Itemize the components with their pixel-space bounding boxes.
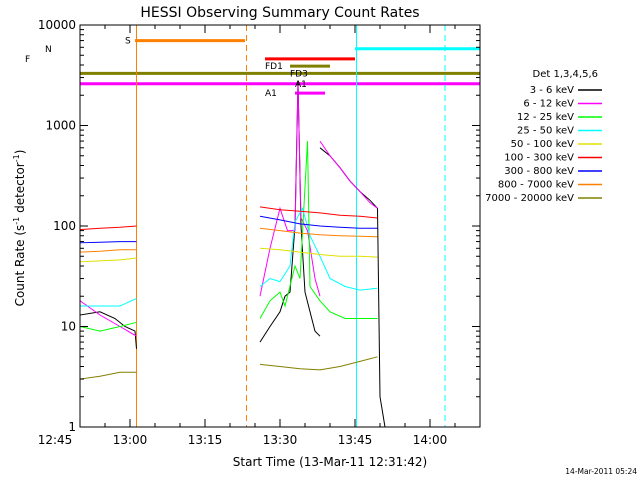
flag-label-a1-6: A1 <box>265 89 277 99</box>
legend-label-50-100-kev: 50 - 100 keV <box>511 139 575 150</box>
series-25-50-kev-segment-1 <box>259 206 378 291</box>
y-tick-label: 10000 <box>38 18 76 32</box>
flag-label-n-0: N <box>45 45 52 55</box>
legend-label-25-50-kev: 25 - 50 keV <box>517 126 574 137</box>
y-axis-label-part2: detector <box>13 162 27 217</box>
legend-label-6-12-kev: 6 - 12 keV <box>523 99 574 110</box>
series-6-12-kev-segment-2 <box>319 140 378 209</box>
legend-label-12-25-kev: 12 - 25 keV <box>517 112 574 123</box>
legend-label-800-7000-kev: 800 - 7000 keV <box>498 180 574 191</box>
series-50-100-kev-segment-1 <box>259 247 378 258</box>
x-tick-label: 13:30 <box>263 433 298 447</box>
x-tick-label: 13:45 <box>338 433 373 447</box>
flag-label-fd3-4: FD3 <box>290 69 308 79</box>
legend-header: Det 1,3,4,5,6 <box>533 69 598 80</box>
legend-label-300-800-kev: 300 - 800 keV <box>504 166 574 177</box>
y-tick-label: 1 <box>68 420 76 434</box>
y-axis-label-sup2: -1 <box>12 154 21 162</box>
flag-label-fd1-3: FD1 <box>265 62 283 72</box>
timestamp: 14-Mar-2011 05:24 <box>565 467 637 476</box>
series-7000-20000-kev-segment-1 <box>259 356 378 371</box>
legend-label-3-6-kev: 3 - 6 keV <box>530 85 574 96</box>
y-axis-label: Count Rate (s-1 detector-1) <box>12 150 27 307</box>
x-tick-label: 13:15 <box>188 433 223 447</box>
series-100-300-kev-segment-1 <box>259 206 378 219</box>
y-tick-label: 10 <box>61 320 76 334</box>
chart-title: HESSI Observing Summary Count Rates <box>140 5 419 21</box>
series-300-800-kev-segment-1 <box>259 215 378 229</box>
flag-label-a1-5: A1 <box>295 80 307 90</box>
y-axis-label-sup1: -1 <box>12 217 21 225</box>
series-6-12-kev-segment-1 <box>259 85 321 297</box>
x-tick-label: 13:00 <box>113 433 148 447</box>
legend: Det 1,3,4,5,6 3 - 6 keV 6 - 12 keV 12 - 25… <box>485 69 602 204</box>
y-axis-label-part3: ) <box>13 150 27 155</box>
x-axis-ticks: 12:45 13:00 13:15 13:30 13:45 14:00 <box>38 25 481 447</box>
x-axis-label: Start Time (13-Mar-11 12:31:42) <box>233 455 427 469</box>
y-axis-label-part1: Count Rate (s <box>13 225 27 307</box>
flag-label-f-2: F <box>25 55 30 65</box>
flag-label-s-1: S <box>125 37 131 47</box>
series-12-25-kev-segment-1 <box>259 141 378 319</box>
y-axis-ticks: 1 10 100 1000 10000 <box>38 18 480 434</box>
series-800-7000-kev-segment-1 <box>259 227 378 238</box>
legend-label-7000-20000-kev: 7000 - 20000 keV <box>485 193 574 204</box>
legend-label-100-300-kev: 100 - 300 keV <box>504 153 574 164</box>
x-tick-label: 14:00 <box>413 433 448 447</box>
y-tick-label: 1000 <box>45 119 76 133</box>
y-tick-label: 100 <box>53 219 76 233</box>
x-tick-label: 12:45 <box>38 433 73 447</box>
